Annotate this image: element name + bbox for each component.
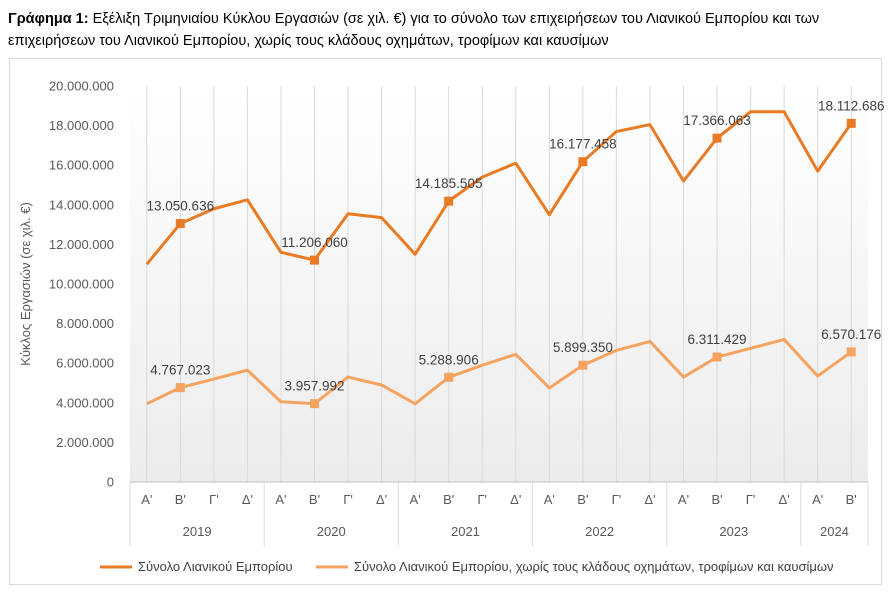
data-label: 16.177.458 [549,137,617,152]
y-tick-label: 0 [107,475,114,490]
figure-caption: Γράφημα 1: Εξέλιξη Τριμηνιαίου Κύκλου Ερ… [8,8,884,52]
legend-label-2: Σύνολο Λιανικού Εμπορίου, χωρίς τους κλά… [354,559,834,574]
x-year-label: 2019 [183,524,212,539]
data-marker [712,352,722,362]
x-year-label: 2023 [719,524,748,539]
data-marker [310,255,319,265]
grid-lines [146,86,852,482]
data-label: 14.185.505 [415,176,483,191]
data-marker [444,372,454,382]
x-tick-label: Γ' [343,492,353,507]
data-label: 13.050.636 [147,199,215,214]
y-tick-label: 12.000.000 [49,237,114,252]
chart-frame [9,58,882,585]
y-tick-label: 16.000.000 [49,158,114,173]
x-tick-label: Δ' [510,492,521,507]
data-marker [310,399,319,409]
x-year-label: 2022 [585,524,614,539]
data-label: 3.957.992 [284,379,344,394]
y-tick-label: 4.000.000 [56,395,114,410]
x-tick-label: Β' [443,492,454,507]
x-tick-label: Α' [141,492,152,507]
x-tick-label: Α' [812,492,823,507]
x-tick-label: Δ' [779,492,790,507]
data-label: 17.366.063 [683,113,751,128]
data-label: 18.112.686 [818,98,885,113]
data-marker [846,118,856,128]
x-tick-label: Β' [175,492,186,507]
x-tick-label: Α' [544,492,555,507]
data-marker [578,360,588,370]
data-marker [175,219,185,229]
x-tick-label: Α' [410,492,421,507]
plot-area-background [130,86,868,482]
data-marker [175,383,185,393]
y-tick-label: 8.000.000 [56,316,114,331]
caption-text-line2: επιχειρήσεων του Λιανικού Εμπορίου, χωρί… [8,33,609,49]
x-year-label: 2024 [820,524,849,539]
y-tick-label: 10.000.000 [49,277,114,292]
data-label: 5.288.906 [419,352,479,367]
x-tick-label: Γ' [209,492,219,507]
axes: 0 2.000.000 4.000.000 6.000.000 8.000.000 10.… [18,79,869,546]
x-year-label: 2021 [451,524,480,539]
x-tick-label: Γ' [612,492,622,507]
x-tick-label: Β' [309,492,320,507]
x-tick-label: Δ' [242,492,253,507]
x-tick-label: Δ' [376,492,387,507]
series-line-2 [146,337,853,406]
data-marker [444,196,454,206]
data-label: 5.899.350 [553,340,613,355]
caption-text-line1: Εξέλιξη Τριμηνιαίου Κύκλου Εργασιών (σε … [88,11,820,27]
x-tick-label: Β' [577,492,588,507]
x-tick-label: Β' [846,492,857,507]
data-label: 6.570.176 [821,327,881,342]
x-tick-label: Β' [711,492,722,507]
data-marker [712,133,722,143]
x-tick-label: Γ' [746,492,756,507]
data-label: 6.311.429 [688,332,747,347]
y-axis-title: Κύκλος Εργασιών (σε χιλ. €) [18,202,33,366]
data-labels: 13.050.636 11.206.060 14.185.505 16.177.458… [147,98,885,393]
x-tick-label: Δ' [644,492,655,507]
data-label: 4.767.023 [150,363,210,378]
y-tick-label: 20.000.000 [49,79,114,94]
y-tick-label: 2.000.000 [56,435,114,450]
x-year-label: 2020 [317,524,346,539]
y-tick-label: 18.000.000 [49,118,114,133]
legend: Σύνολο Λιανικού Εμπορίου Σύνολο Λιανικού … [100,559,834,574]
x-tick-label: Α' [678,492,689,507]
x-tick-label: Α' [275,492,286,507]
y-tick-label: 6.000.000 [56,356,114,371]
data-label: 11.206.060 [281,235,348,250]
series-lines [145,110,856,409]
legend-label-1: Σύνολο Λιανικού Εμπορίου [138,559,293,574]
caption-prefix: Γράφημα 1: [8,11,89,27]
x-tick-label: Γ' [477,492,487,507]
series-line-1 [145,110,853,266]
y-tick-label: 14.000.000 [49,197,114,212]
data-marker [846,347,856,357]
data-marker [578,157,588,167]
